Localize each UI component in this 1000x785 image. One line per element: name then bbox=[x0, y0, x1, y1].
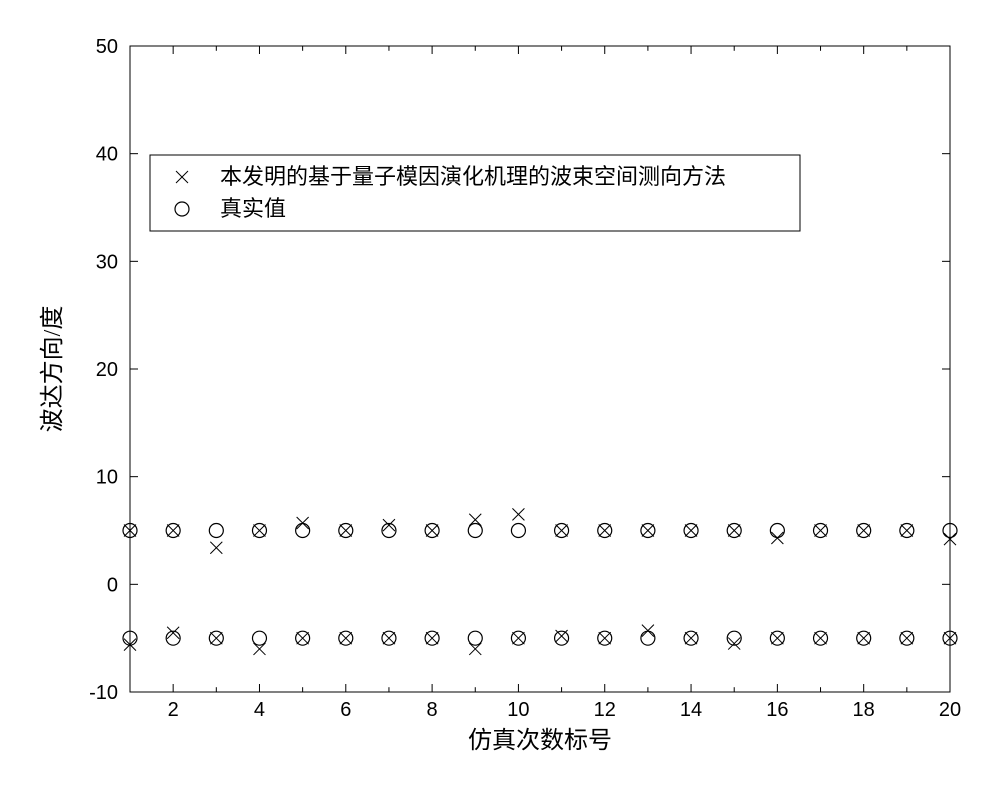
svg-text:-10: -10 bbox=[89, 682, 118, 704]
svg-text:14: 14 bbox=[680, 699, 702, 721]
svg-text:2: 2 bbox=[168, 699, 179, 721]
legend: 本发明的基于量子模因演化机理的波束空间测向方法真实值 bbox=[150, 155, 800, 231]
svg-text:18: 18 bbox=[853, 699, 875, 721]
svg-text:6: 6 bbox=[340, 699, 351, 721]
svg-text:50: 50 bbox=[96, 36, 118, 58]
legend-label-0: 本发明的基于量子模因演化机理的波束空间测向方法 bbox=[220, 164, 726, 189]
svg-text:20: 20 bbox=[96, 359, 118, 381]
svg-text:0: 0 bbox=[107, 574, 118, 596]
scatter-chart: 2 4 6 8 10 12 14 16 18 20 -10 0 10 20 30 40 50 仿真次数标号 波达方向… bbox=[0, 0, 1000, 785]
svg-text:16: 16 bbox=[766, 699, 788, 721]
svg-text:30: 30 bbox=[96, 251, 118, 273]
legend-label-1: 真实值 bbox=[220, 196, 286, 221]
svg-text:4: 4 bbox=[254, 699, 265, 721]
x-axis-label: 仿真次数标号 bbox=[468, 727, 612, 754]
svg-text:10: 10 bbox=[96, 467, 118, 489]
svg-text:10: 10 bbox=[507, 699, 529, 721]
svg-text:40: 40 bbox=[96, 144, 118, 166]
svg-text:12: 12 bbox=[594, 699, 616, 721]
svg-text:8: 8 bbox=[427, 699, 438, 721]
svg-text:20: 20 bbox=[939, 699, 961, 721]
y-axis-label: 波达方向/度 bbox=[39, 306, 66, 433]
chart-svg: 2 4 6 8 10 12 14 16 18 20 -10 0 10 20 30 40 50 仿真次数标号 波达方向… bbox=[0, 0, 1000, 785]
